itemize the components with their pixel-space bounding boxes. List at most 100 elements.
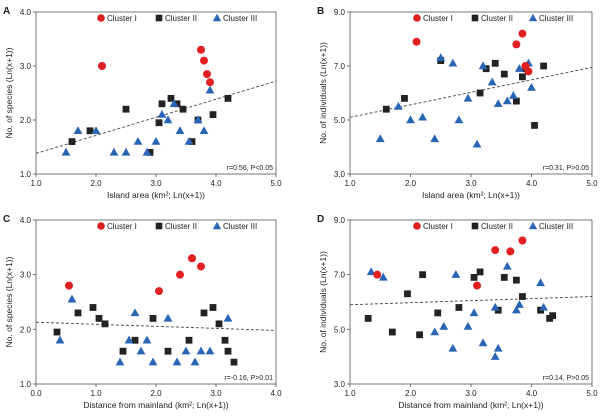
x-tick-label: 2.0	[405, 179, 417, 188]
cluster-ii-point	[434, 309, 442, 317]
cluster-iii-point	[61, 147, 71, 156]
cluster-iii-point	[196, 346, 206, 355]
panel-label: B	[317, 6, 324, 17]
cluster-iii-point	[527, 83, 536, 91]
y-tick-label: 3.0	[20, 62, 32, 71]
legend-marker-cluster-i	[413, 14, 421, 22]
cluster-ii-point	[95, 315, 103, 322]
cluster-ii-point	[519, 293, 526, 300]
x-tick-label: 5.0	[586, 179, 598, 188]
cluster-ii-point	[476, 268, 484, 276]
legend-label: Cluster II	[481, 222, 513, 231]
cluster-ii-point	[119, 347, 127, 355]
legend-label: Cluster I	[107, 14, 137, 23]
cluster-ii-point	[364, 315, 372, 322]
x-tick-label: 2.0	[405, 389, 417, 398]
stat-annotation: r=0.31, P>0.05	[543, 165, 589, 172]
cluster-ii-point	[101, 320, 109, 328]
cluster-ii-point	[470, 274, 478, 281]
legend-marker-cluster-iii	[528, 221, 538, 230]
cluster-ii-point	[185, 336, 193, 344]
x-axis-label: Distance from mainland (km²; Ln(x+1))	[83, 400, 228, 410]
x-tick-label: 1.0	[90, 389, 102, 398]
cluster-iii-point	[157, 110, 167, 118]
cluster-i-point	[491, 246, 500, 255]
cluster-ii-point	[149, 315, 157, 322]
cluster-iii-point	[493, 343, 503, 352]
stat-annotation: r=0.14, P>0.05	[543, 375, 589, 382]
cluster-iii-point	[508, 91, 518, 99]
cluster-iii-point	[472, 139, 482, 148]
cluster-i-point	[203, 70, 211, 79]
plot-frame	[349, 11, 593, 175]
legend-label: Cluster III	[223, 14, 257, 23]
cluster-iii-point	[515, 300, 524, 308]
cluster-iii-point	[133, 137, 143, 145]
legend-label: Cluster III	[223, 222, 257, 231]
plot-frame	[35, 11, 277, 175]
x-tick-label: 4.0	[526, 179, 538, 188]
cluster-ii-point	[476, 89, 484, 97]
x-tick-label: 4.0	[270, 389, 282, 398]
cluster-ii-point	[549, 312, 557, 320]
x-tick-label: 1.0	[344, 389, 356, 398]
cluster-iii-point	[394, 101, 403, 110]
x-axis-label: Island area (km²; Ln(x+1))	[107, 190, 205, 200]
y-tick-label: 5.0	[334, 116, 346, 125]
cluster-ii-point	[200, 309, 208, 317]
cluster-iii-point	[539, 302, 548, 311]
cluster-i-point	[188, 254, 196, 263]
cluster-ii-point	[53, 328, 61, 336]
cluster-iii-point	[511, 305, 521, 314]
cluster-iii-point	[439, 322, 449, 330]
y-tick-label: 1.0	[20, 380, 32, 389]
cluster-iii-point	[490, 352, 500, 360]
cluster-i-point	[518, 236, 527, 245]
cluster-ii-point	[68, 138, 76, 145]
cluster-ii-point	[179, 105, 187, 113]
cluster-ii-point	[416, 331, 423, 339]
cluster-i-point	[524, 67, 533, 76]
cluster-iii-point	[469, 308, 479, 317]
legend-marker-cluster-iii	[212, 13, 222, 22]
cluster-iii-point	[378, 272, 388, 281]
cluster-ii-point	[158, 100, 166, 108]
cluster-i-point	[197, 262, 205, 271]
cluster-iii-point	[109, 147, 119, 156]
x-tick-label: 0.0	[30, 389, 42, 398]
legend-marker-cluster-ii	[155, 222, 163, 230]
panel-d: D 1.0 2.0 3.0 4.0 5.0 3.0 5.0 7.0 9.0 Distance fro…	[317, 214, 598, 410]
cluster-iii-point	[454, 115, 464, 124]
cluster-iii-point	[406, 115, 415, 124]
cluster-ii-point	[500, 274, 508, 281]
cluster-iii-point	[223, 313, 233, 322]
cluster-iii-point	[490, 302, 500, 311]
cluster-ii-point	[531, 122, 538, 129]
cluster-iii-point	[478, 61, 488, 70]
cluster-iii-point	[436, 53, 446, 62]
legend-label: Cluster II	[165, 222, 197, 231]
legend-marker-cluster-i	[97, 14, 105, 22]
legend-marker-cluster-ii	[471, 14, 479, 22]
x-tick-label: 5.0	[270, 179, 282, 188]
y-axis-label: No. of species (Ln(x+1))	[4, 256, 14, 347]
cluster-ii-point	[221, 336, 229, 344]
y-tick-label: 9.0	[334, 216, 346, 225]
cluster-ii-point	[519, 73, 526, 81]
legend-label: Cluster I	[107, 222, 137, 231]
y-tick-label: 4.0	[20, 8, 32, 17]
y-tick-label: 7.0	[334, 271, 346, 280]
cluster-iii-point	[536, 278, 545, 287]
cluster-iii-point	[451, 270, 461, 278]
panel-b: B 1.0 2.0 3.0 4.0 5.0 3.0 5.0 7.0 9.0 Island area …	[317, 6, 598, 200]
legend-marker-cluster-ii	[155, 14, 163, 22]
cluster-iii-point	[142, 147, 152, 156]
cluster-ii-point	[188, 138, 196, 145]
cluster-ii-point	[512, 276, 520, 284]
cluster-ii-point	[215, 320, 223, 328]
cluster-ii-point	[404, 290, 411, 298]
legend-label: Cluster III	[539, 14, 573, 23]
x-tick-label: 2.0	[90, 179, 102, 188]
cluster-iii-point	[67, 294, 77, 303]
x-tick-label: 2.0	[150, 389, 162, 398]
